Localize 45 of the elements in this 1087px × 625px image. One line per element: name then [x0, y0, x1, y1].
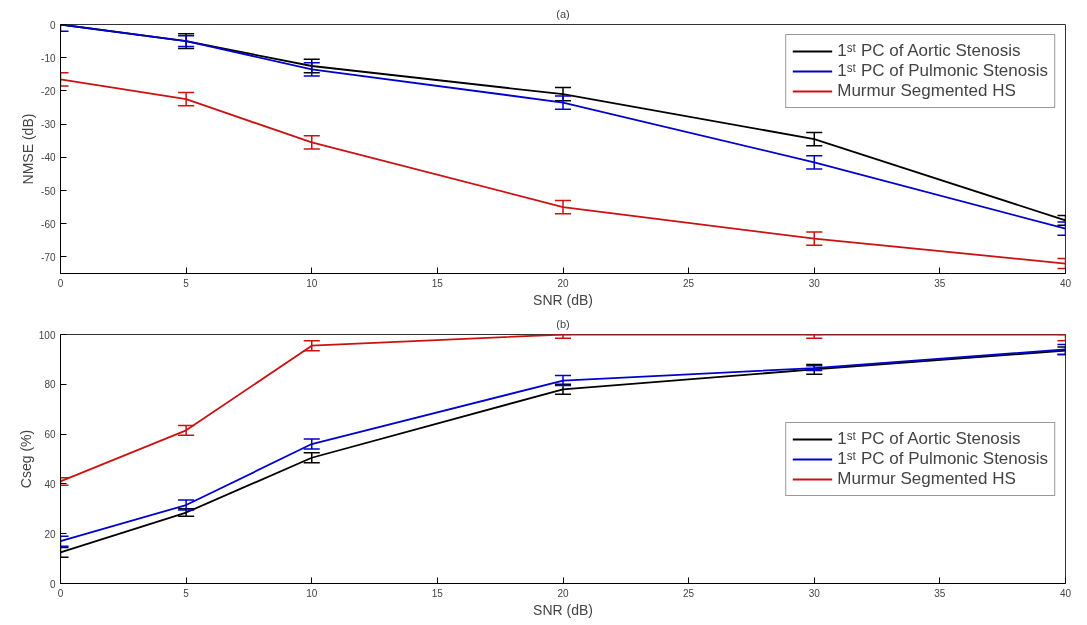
- chart-title: (a): [556, 7, 570, 20]
- legend-label: 1ˢᵗ PC of Aortic Stenosis: [837, 41, 1021, 61]
- x-tick-label: 10: [306, 587, 318, 599]
- x-tick-label: 30: [808, 277, 821, 289]
- y-axis-title: Cseg (%): [17, 429, 34, 489]
- x-tick-label: 10: [306, 277, 318, 289]
- x-tick-label: 5: [183, 587, 190, 599]
- y-tick-label: 0: [49, 578, 56, 590]
- y-tick-label: -50: [41, 185, 56, 197]
- legend-label: 1ˢᵗ PC of Pulmonic Stenosis: [837, 61, 1048, 81]
- y-tick-label: -60: [41, 218, 56, 230]
- y-tick-label: 20: [44, 528, 56, 540]
- x-tick-label: 40: [1059, 277, 1072, 289]
- y-tick-label: -40: [41, 152, 56, 164]
- y-axis-title: NMSE (dB): [20, 113, 37, 185]
- legend-label: 1ˢᵗ PC of Aortic Stenosis: [837, 428, 1021, 449]
- x-axis-title: SNR (dB): [533, 601, 593, 618]
- y-tick-label: 100: [38, 329, 56, 341]
- line-series: [60, 78, 1066, 265]
- x-tick-label: 30: [808, 587, 821, 599]
- x-tick-label: 15: [431, 277, 444, 289]
- chart-title: (b): [556, 317, 570, 330]
- y-tick-label: -30: [41, 119, 56, 131]
- x-axis-title: SNR (dB): [533, 291, 593, 308]
- x-tick-label: 35: [934, 587, 946, 599]
- x-tick-label: 0: [57, 587, 64, 599]
- legend-label: Murmur Segmented HS: [837, 468, 1016, 489]
- y-tick-label: 60: [44, 429, 56, 441]
- y-tick-label: 0: [49, 19, 56, 31]
- y-tick-label: 80: [44, 379, 56, 391]
- y-tick-label: -70: [41, 251, 56, 263]
- x-tick-label: 25: [683, 277, 695, 289]
- x-tick-label: 35: [934, 277, 946, 289]
- x-tick-label: 20: [557, 277, 569, 289]
- x-tick-label: 20: [557, 587, 569, 599]
- x-tick-label: 15: [431, 587, 444, 599]
- x-tick-label: 0: [57, 277, 64, 289]
- y-tick-label: 40: [44, 478, 56, 490]
- y-tick-label: -20: [41, 85, 56, 97]
- x-tick-label: 5: [183, 277, 190, 289]
- x-tick-label: 25: [683, 587, 695, 599]
- legend-label: 1ˢᵗ PC of Pulmonic Stenosis: [837, 448, 1048, 469]
- x-tick-label: 40: [1059, 587, 1072, 599]
- legend-label: Murmur Segmented HS: [837, 81, 1016, 101]
- y-tick-label: -10: [41, 52, 56, 64]
